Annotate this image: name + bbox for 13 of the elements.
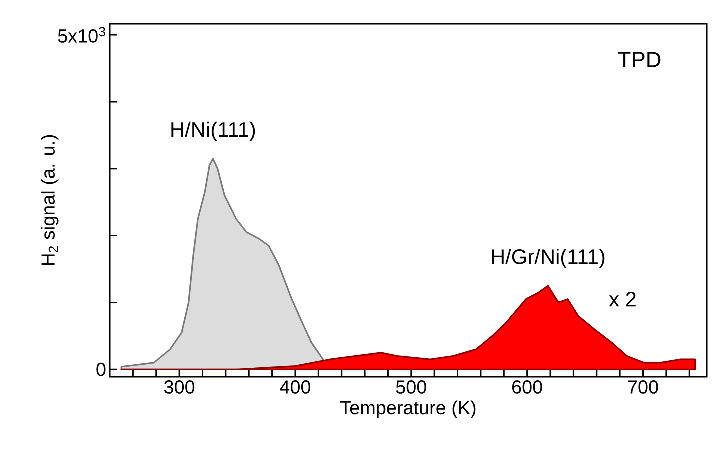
y-axis-title: H$_{2}$ signal (a. u.) <box>41 135 59 266</box>
x-axis-title: Temperature (K) <box>340 400 476 418</box>
y-tick-label: 0 <box>96 362 106 376</box>
x-tick-label: 600 <box>512 380 542 394</box>
annotation: x 2 <box>609 292 636 307</box>
y-tick-label: 5x10$^{3}$ <box>58 27 106 43</box>
x-tick-label: 700 <box>628 380 658 394</box>
annotation: TPD <box>618 52 661 68</box>
series-label: H/Ni(111) <box>172 122 256 142</box>
series-label: H/Gr/Ni(111) <box>492 248 605 268</box>
x-tick-label: 400 <box>280 380 311 394</box>
x-tick-label: 300 <box>164 380 195 394</box>
x-tick-label: 500 <box>396 380 426 394</box>
